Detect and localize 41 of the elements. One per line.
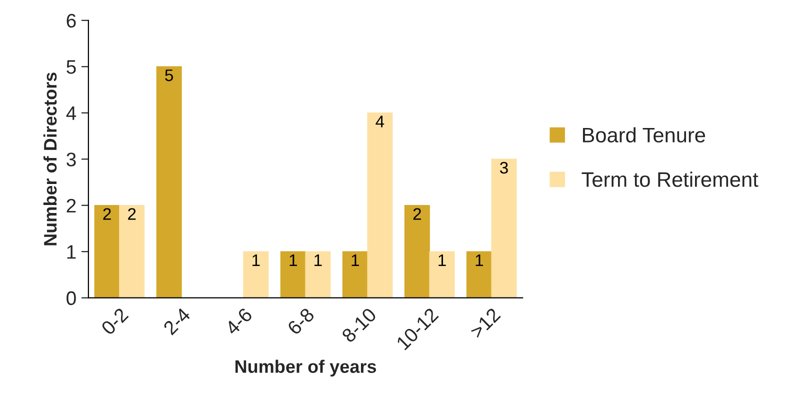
bar <box>94 205 120 298</box>
data-label: 3 <box>500 162 508 174</box>
data-label: 1 <box>314 254 322 266</box>
data-label: 1 <box>290 254 297 266</box>
bar <box>367 112 393 298</box>
y-axis-title: Number of Directors <box>43 72 57 246</box>
legend-label: Board Tenure <box>582 127 706 142</box>
y-tick-label: 3 <box>66 152 76 166</box>
x-tick-label: 2-4 <box>162 306 192 336</box>
x-tick-label: 6-8 <box>286 307 316 336</box>
bar <box>156 66 182 298</box>
data-label: 1 <box>438 254 446 266</box>
x-tick-label: 4-6 <box>224 307 253 336</box>
bar <box>429 251 455 298</box>
y-tick-label: 4 <box>66 106 76 120</box>
bar <box>404 205 430 298</box>
x-axis-title: Number of years <box>235 360 376 377</box>
y-tick-label: 5 <box>66 60 76 74</box>
data-label: 1 <box>352 254 359 266</box>
y-tick-label: 2 <box>66 198 76 212</box>
data-label: 2 <box>413 208 421 220</box>
data-label: 4 <box>376 116 384 128</box>
bar <box>119 205 145 298</box>
data-label: 1 <box>252 254 260 266</box>
legend-label: Term to Retirement <box>582 172 758 187</box>
bar <box>243 251 269 298</box>
y-tick-label: 0 <box>66 291 76 306</box>
bar <box>280 251 306 298</box>
data-label: 1 <box>476 254 484 266</box>
y-tick-label: 1 <box>67 245 76 259</box>
x-tick-label: >12 <box>469 307 501 339</box>
x-tick-label: 8-10 <box>340 307 378 344</box>
data-label: 5 <box>165 70 174 82</box>
bar <box>466 251 492 298</box>
data-label: 2 <box>103 208 111 220</box>
x-tick-label: 0-2 <box>100 307 129 336</box>
y-tick-label: 6 <box>66 14 76 28</box>
bar <box>342 251 368 298</box>
data-label: 2 <box>128 208 136 220</box>
bar <box>305 251 331 298</box>
bar <box>491 158 517 298</box>
